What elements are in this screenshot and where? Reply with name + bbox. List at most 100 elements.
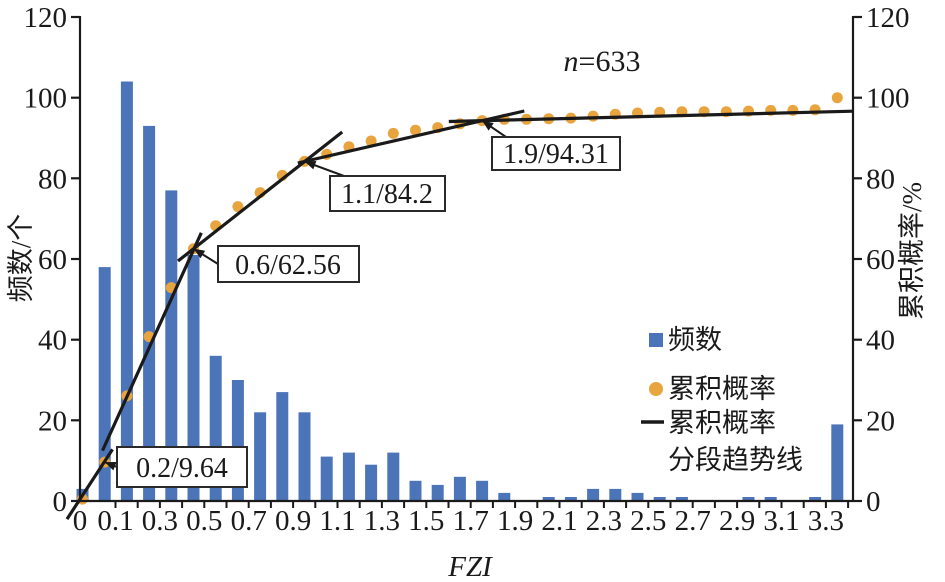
trend-segment xyxy=(101,232,203,452)
x-axis-tick-label: 2.9 xyxy=(719,505,755,537)
left-axis-tick-label: 40 xyxy=(38,325,67,357)
legend-cumulative-label: 累积概率 xyxy=(668,374,776,404)
legend-trend-label-line1: 累积概率 xyxy=(668,408,776,438)
frequency-bar xyxy=(631,492,644,501)
annotation-box xyxy=(491,136,621,171)
legend-cumulative-dot xyxy=(649,382,663,396)
annotation-callout-0: 0.2/9.64 xyxy=(116,446,248,488)
frequency-bar xyxy=(365,464,378,501)
frequency-bar xyxy=(609,488,622,501)
annotation-arrowhead xyxy=(482,120,494,131)
annotation-arrowhead xyxy=(104,462,117,471)
frequency-bar xyxy=(165,190,178,501)
trend-segment xyxy=(297,109,525,165)
annotation-callout-1: 0.6/62.56 xyxy=(217,245,360,283)
frequency-bar xyxy=(742,497,755,501)
frequency-bar xyxy=(431,484,444,501)
right-axis-title: 累积概率/% xyxy=(897,182,927,320)
frequency-bar xyxy=(653,497,666,501)
frequency-bar xyxy=(254,412,267,501)
legend: 频数 累积概率 累积概率 分段趋势线 xyxy=(641,325,803,475)
x-axis-tick-label: 0.7 xyxy=(231,505,267,537)
right-axis-tick-label: 100 xyxy=(866,83,910,115)
sample-size-note: n=633 xyxy=(564,45,641,78)
legend-trend-label-line2: 分段趋势线 xyxy=(668,445,803,475)
x-axis-tick-label: 1.9 xyxy=(497,505,533,537)
frequency-bar xyxy=(320,456,333,501)
cumulative-dot xyxy=(831,92,843,104)
frequency-bar xyxy=(387,452,400,501)
x-axis-tick-label: 3.1 xyxy=(763,505,799,537)
x-axis-tick-label: 2.3 xyxy=(586,505,622,537)
axes-layer: 0 20 40 60 80 100 120 0 20 40 60 80 100 120 0 0.1 0.3 0.5… xyxy=(24,2,910,537)
right-axis-tick-label: 120 xyxy=(866,2,910,34)
frequency-bar xyxy=(143,125,156,502)
frequency-bar xyxy=(453,476,466,501)
left-axis-tick-label: 120 xyxy=(24,2,68,34)
annotation-callout-3: 1.9/94.31 xyxy=(491,136,621,171)
x-axis-tick-label: 0 xyxy=(73,505,88,537)
x-axis-title: FZI xyxy=(447,551,493,582)
annotation-leaders-layer xyxy=(104,119,507,471)
annotation-box xyxy=(217,245,360,283)
frequency-bar xyxy=(276,392,289,501)
sample-size-value: =633 xyxy=(579,45,641,78)
right-axis-tick-label: 0 xyxy=(866,486,881,518)
annotation-label: 0.6/62.56 xyxy=(235,250,341,281)
frequency-bar xyxy=(831,424,844,501)
frequency-bar xyxy=(587,488,600,501)
sample-size-n: n xyxy=(564,45,579,78)
cumulative-dot xyxy=(410,124,421,136)
annotation-callout-2: 1.1/84.2 xyxy=(329,175,446,212)
x-axis-tick-label: 2.1 xyxy=(541,505,577,537)
annotation-box xyxy=(329,175,446,212)
annotation-label: 0.2/9.64 xyxy=(136,453,228,484)
legend-frequency-label: 频数 xyxy=(668,325,722,355)
legend-frequency-swatch xyxy=(649,333,663,347)
right-axis-tick-label: 80 xyxy=(866,163,895,195)
x-axis-tick-label: 0.9 xyxy=(275,505,311,537)
annotation-box xyxy=(116,446,248,488)
trend-segments-layer xyxy=(65,109,853,520)
cumulative-dot xyxy=(387,127,399,139)
right-axis-tick-label: 40 xyxy=(866,325,895,357)
cumulative-dot xyxy=(365,135,377,147)
frequency-bar xyxy=(298,412,311,501)
frequency-bar xyxy=(187,255,200,501)
frequency-bar xyxy=(809,497,822,501)
frequency-bar xyxy=(764,497,777,501)
frequency-bar xyxy=(564,497,577,501)
x-axis-tick-label: 1.7 xyxy=(453,505,489,537)
annotation-arrowhead xyxy=(193,248,206,259)
right-axis-tick-label: 60 xyxy=(866,244,895,276)
cumulative-dot xyxy=(587,110,599,122)
x-axis-tick-label: 0.5 xyxy=(186,505,222,537)
annotation-label: 1.9/94.31 xyxy=(503,139,609,170)
left-axis-tick-label: 20 xyxy=(38,405,67,437)
left-axis-tick-label: 80 xyxy=(38,163,67,195)
frequency-bar xyxy=(120,81,133,501)
frequency-bar xyxy=(542,497,555,501)
frequency-bar xyxy=(342,452,355,501)
cumulative-dot xyxy=(232,201,244,213)
trend-segment xyxy=(448,109,853,124)
x-axis-tick-label: 2.7 xyxy=(675,505,711,537)
left-axis-title: 频数/个 xyxy=(6,214,36,303)
x-axis-tick-label: 1.3 xyxy=(364,505,400,537)
x-axis-tick-label: 1.5 xyxy=(408,505,444,537)
left-axis-tick-label: 0 xyxy=(53,486,68,518)
x-axis-tick-label: 0.3 xyxy=(142,505,178,537)
x-axis-tick-label: 1.1 xyxy=(319,505,355,537)
annotation-arrowhead xyxy=(304,161,317,170)
x-axis-tick-label: 3.3 xyxy=(808,505,844,537)
left-axis-tick-label: 60 xyxy=(38,244,67,276)
annotation-label: 1.1/84.2 xyxy=(341,179,433,210)
trend-segment xyxy=(65,448,114,520)
frequency-bar xyxy=(409,480,422,501)
right-axis-tick-label: 20 xyxy=(866,405,895,437)
left-axis-tick-label: 100 xyxy=(24,83,68,115)
frequency-bar xyxy=(476,480,489,501)
x-axis-tick-label: 0.1 xyxy=(97,505,133,537)
